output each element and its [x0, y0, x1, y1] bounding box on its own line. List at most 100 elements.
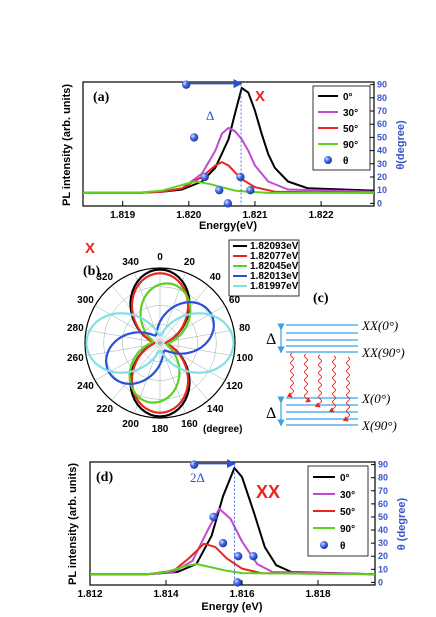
panel-a-label: X: [255, 88, 265, 105]
y2-tick-label: 60: [378, 499, 388, 509]
panel-a-ylabel: PL intensity (arb. units): [61, 84, 73, 206]
y2-tick-label: 70: [378, 486, 388, 496]
panel-d-x-ticks: 1.812 1.814 1.816 1.818: [77, 580, 331, 600]
y2-tick-label: 70: [377, 106, 387, 116]
panel-b-legend-box: [228, 239, 300, 297]
panel-d-ylabel: PL intensity (arb. units): [67, 463, 79, 585]
panel-b: (b) X 0 20 40 60 80 100 120 140 160 180 200 220 240 2…: [67, 239, 300, 435]
polar-series-3: [104, 300, 216, 386]
panel-c-delta-bottom: Δ: [266, 405, 276, 422]
polar-angle-label: 80: [239, 323, 251, 334]
theta-point: [233, 578, 242, 587]
x-tick-label: 1.820: [176, 210, 201, 221]
y2-tick-label: 90: [377, 80, 387, 90]
theta-point: [189, 133, 199, 142]
y2-tick-label: 50: [377, 132, 387, 142]
y2-tick-label: 80: [378, 473, 388, 483]
panel-a-x-ticks: 1.819 1.820 1.821 1.822: [110, 201, 334, 221]
y2-tick-label: 10: [377, 185, 387, 195]
theta-point: [249, 552, 258, 561]
theta-point: [246, 185, 255, 195]
y2-tick-label: 50: [378, 512, 388, 522]
legend-label-3: 1.82045eV: [250, 261, 299, 272]
legend-label-4: 1.82013eV: [250, 271, 299, 282]
polar-spoke: [159, 285, 209, 344]
panel-b-angle-labels: 0 20 40 60 80 100 120 140 160 180 200 220 240 260 280 3…: [67, 252, 254, 435]
x-tick-label: 1.812: [77, 589, 102, 600]
polar-angle-label: 240: [77, 381, 94, 392]
polar-angle-label: 260: [67, 353, 84, 364]
polar-angle-label: 340: [122, 257, 139, 268]
legend-label-0deg: 0°: [343, 92, 353, 103]
panel-c-x-levels: [286, 397, 358, 426]
y2-tick-label: 90: [378, 460, 388, 470]
panel-a-xlabel: Energy(eV): [199, 220, 257, 232]
polar-angle-label: 280: [67, 323, 84, 334]
panel-c-delta-top: Δ: [266, 331, 276, 348]
legend-d-label-50deg: 50°: [340, 507, 355, 518]
x-tick-label: 1.814: [153, 589, 178, 600]
polar-angle-label: 320: [96, 272, 113, 283]
polar-angle-label: 20: [184, 257, 196, 268]
panel-d-y2-ticks: 0 10 20 30 40 50 60 70 80 90: [371, 460, 388, 587]
y2-tick-label: 30: [377, 159, 387, 169]
panel-c-transitions: [286, 352, 350, 422]
panel-a: 1.819 1.820 1.821 1.822 0 10 20 30 40 50 60 70 80 90…: [61, 79, 407, 232]
series-line-2: [83, 161, 375, 194]
panel-d: 1.812 1.814 1.816 1.818 0 10 20 30 40 50 60 70 80 90…: [67, 459, 408, 613]
polar-angle-label: 120: [226, 381, 243, 392]
legend-label-1: 1.82093eV: [250, 241, 299, 252]
panel-d-label: XX: [256, 482, 280, 502]
legend-d-label-30deg: 30°: [340, 490, 355, 501]
panel-a-legend: 0° 30° 50° 90° θ: [312, 85, 371, 171]
y2-tick-label: 60: [377, 119, 387, 129]
theta-point: [234, 552, 243, 561]
y2-tick-label: 20: [377, 172, 387, 182]
panel-a-y2label: θ(degree): [395, 120, 407, 170]
theta-point: [218, 538, 228, 548]
polar-spoke: [111, 342, 161, 401]
legend-d-label-90deg: 90°: [340, 524, 355, 535]
panel-a-theta-points: [181, 80, 255, 208]
legend-d-label-theta: θ: [340, 541, 345, 552]
theta-point: [215, 185, 224, 195]
y2-tick-label: 80: [377, 93, 387, 103]
legend-d-marker-theta: [320, 541, 328, 549]
level-label-x-90: X(90°): [361, 418, 397, 433]
panel-b-curves: [85, 268, 235, 418]
panel-b-polar-grid: [84, 267, 236, 419]
x-tick-label: 1.818: [305, 589, 330, 600]
legend-label-90deg: 90°: [343, 140, 358, 151]
transition-arrow: [304, 353, 312, 403]
polar-angle-label: 220: [96, 404, 113, 415]
polar-angle-label: 60: [229, 295, 241, 306]
legend-label-theta: θ: [343, 156, 348, 167]
panel-b-legend: 1.82093eV 1.82077eV 1.82045eV 1.82013eV …: [228, 239, 300, 297]
theta-point: [181, 80, 191, 89]
polar-spoke: [159, 342, 209, 401]
x-tick-label: 1.819: [110, 210, 135, 221]
series-line-3: [83, 180, 374, 194]
y2-tick-label: 10: [378, 564, 388, 574]
panel-d-letter: (d): [96, 470, 113, 485]
legend-label-2: 1.82077eV: [250, 251, 299, 262]
polar-spoke: [111, 285, 161, 344]
polar-spoke: [94, 342, 161, 381]
panel-a-delta-label: Δ: [206, 108, 214, 123]
y2-tick-label: 0: [378, 577, 383, 587]
panel-d-y2label: θ (degree): [396, 497, 408, 550]
polar-angle-label: 40: [210, 272, 222, 283]
theta-point: [236, 172, 245, 182]
panel-c: (c) Δ Δ XX(0°) XX(90°) X(0°) X(90°): [266, 291, 405, 433]
panel-a-y2-ticks: 0 10 20 30 40 50 60 70 80 90: [370, 80, 387, 208]
panel-d-theta-points: [189, 460, 258, 587]
legend-label-50deg: 50°: [343, 124, 358, 135]
theta-point: [209, 512, 218, 522]
level-label-xx-90: XX(90°): [361, 345, 405, 360]
polar-angle-label: 160: [181, 419, 198, 430]
polar-angle-label: 100: [236, 353, 253, 364]
panel-c-xx-levels: [286, 324, 358, 353]
transition-arrow: [342, 356, 350, 422]
panel-d-legend: 0° 30° 50° 90° θ: [307, 465, 369, 557]
polar-angle-label: 180: [152, 424, 169, 435]
